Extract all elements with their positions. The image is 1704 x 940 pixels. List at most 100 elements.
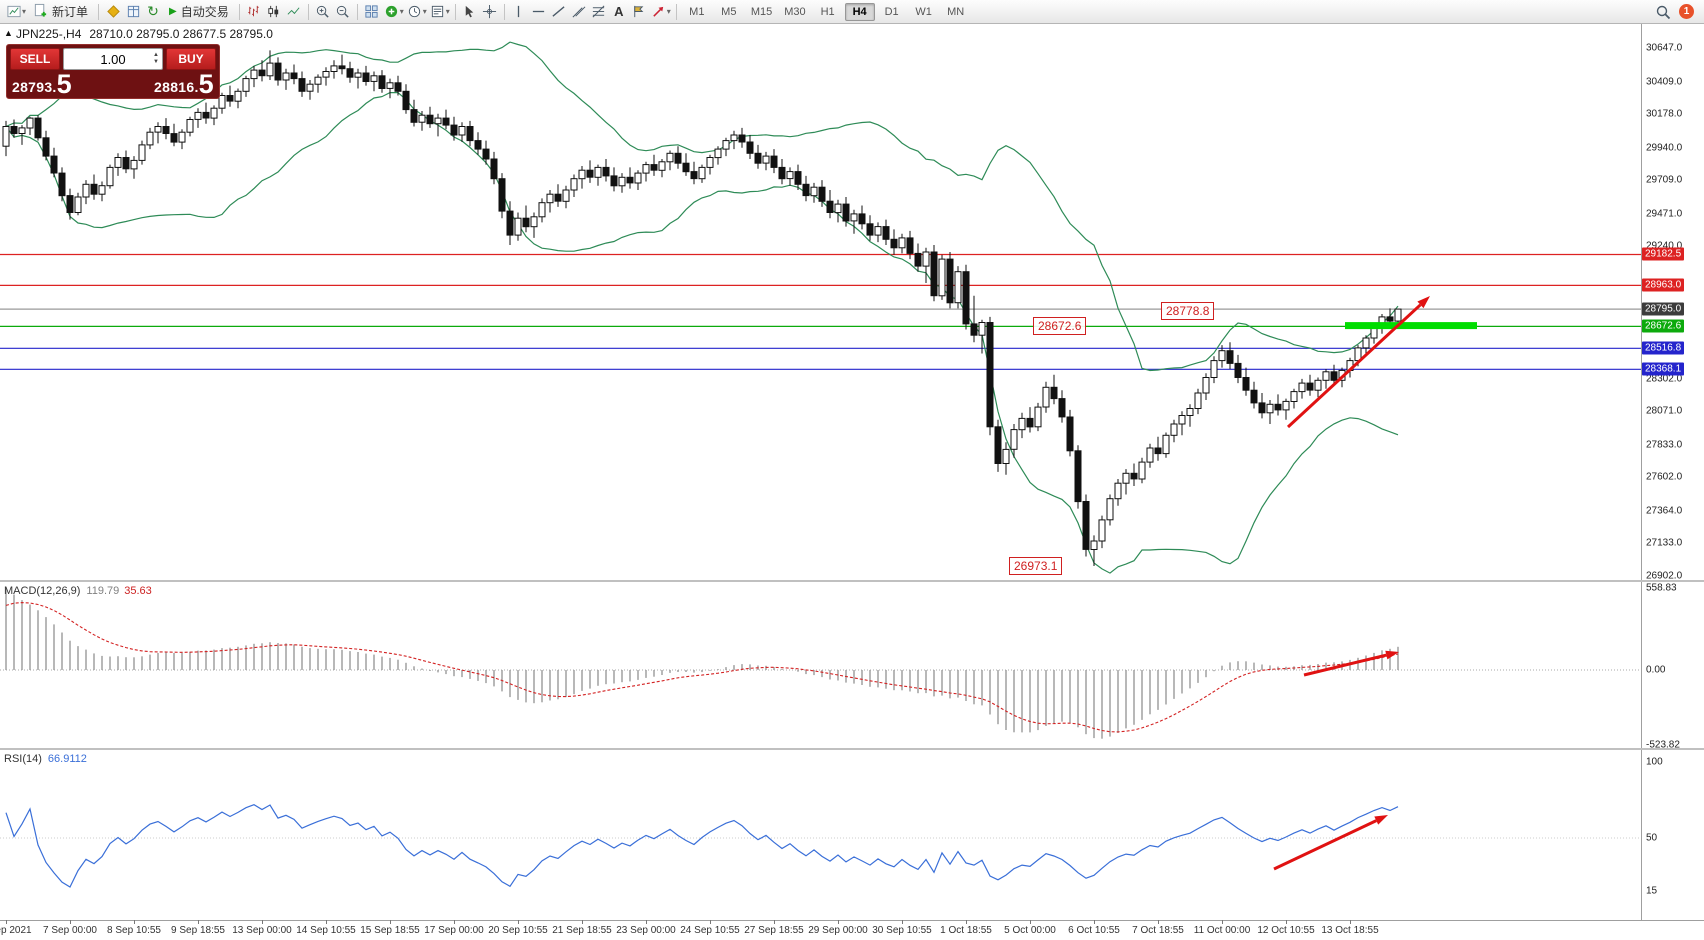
price-annotation-label[interactable]: 28672.6 — [1033, 317, 1087, 336]
timeframe-m5-button[interactable]: M5 — [721, 6, 737, 18]
crosshair-icon[interactable] — [480, 2, 500, 22]
volume-up-icon[interactable]: ▲ — [153, 52, 159, 58]
timeframe-h4-button[interactable]: H4 — [844, 3, 875, 21]
timeframe-h1-button[interactable]: H1 — [820, 6, 835, 18]
timeframe-m15-button[interactable]: M15 — [750, 6, 773, 18]
toolbar-separator — [454, 3, 456, 20]
templates-icon[interactable] — [428, 2, 448, 22]
trendline-tool-icon[interactable] — [549, 2, 569, 22]
price-axis-label: 28071.0 — [1646, 405, 1683, 417]
refresh-icon[interactable]: ↻ — [147, 3, 159, 19]
price-axis-label: 26902.0 — [1646, 570, 1683, 582]
timeframe-mn-button[interactable]: MN — [947, 6, 965, 18]
time-axis-label: 23 Sep 00:00 — [616, 925, 676, 936]
horizontal-line-tool-icon[interactable] — [529, 2, 549, 22]
time-axis-label: 9 Sep 18:55 — [171, 925, 225, 936]
price-axis-marker: 28516.8 — [1642, 341, 1685, 355]
text-tool-icon[interactable]: A — [614, 4, 624, 19]
buy-button[interactable]: BUY — [166, 48, 216, 70]
periods-caret-icon[interactable]: ▾ — [422, 7, 427, 16]
price-axis-label: 27364.0 — [1646, 505, 1683, 517]
timeframe-d1-button[interactable]: D1 — [884, 6, 899, 18]
time-axis-label: 7 Sep 00:00 — [43, 925, 97, 936]
one-click-panel-toggle[interactable]: ▲ — [4, 28, 13, 38]
equidistant-channel-tool-icon[interactable] — [569, 2, 589, 22]
arrows-tool-icon[interactable] — [649, 2, 669, 22]
support-highlight-bar — [1345, 322, 1477, 330]
market-watch-icon[interactable] — [123, 2, 143, 22]
time-axis-label: 21 Sep 18:55 — [552, 925, 612, 936]
candlestick-chart-type-icon[interactable] — [264, 2, 284, 22]
zoom-in-icon[interactable] — [313, 2, 333, 22]
cursor-icon[interactable] — [460, 2, 480, 22]
rsi-axis-label: 100 — [1646, 756, 1663, 768]
time-axis-label: 12 Oct 10:55 — [1257, 925, 1315, 936]
macd-plot-layer — [5, 587, 1399, 739]
time-axis-label: 24 Sep 10:55 — [680, 925, 740, 936]
text-label-tool-icon[interactable] — [629, 2, 649, 22]
macd-name: MACD(12,26,9) — [4, 585, 81, 597]
line-chart-type-icon[interactable] — [284, 2, 304, 22]
arrows-caret-icon[interactable]: ▾ — [666, 7, 671, 16]
price-axis-label: 29240.0 — [1646, 240, 1683, 252]
vertical-line-tool-icon[interactable] — [509, 2, 529, 22]
bar-chart-type-icon[interactable] — [244, 2, 264, 22]
new-order-button[interactable]: 新订单 — [27, 2, 94, 22]
panel-separator[interactable] — [0, 748, 1704, 750]
rsi-axis-label: 50 — [1646, 832, 1658, 844]
timeframe-w1-button[interactable]: W1 — [915, 6, 932, 18]
time-axis-label: 14 Sep 10:55 — [296, 925, 356, 936]
favorites-icon[interactable] — [103, 2, 123, 22]
search-icon[interactable] — [1653, 2, 1673, 22]
time-axis-label: 8 Sep 10:55 — [107, 925, 161, 936]
time-axis-tick — [1350, 920, 1351, 924]
time-axis-tick — [582, 920, 583, 924]
price-axis-label: 29940.0 — [1646, 142, 1683, 154]
bid-ask-prices: 28793. 5 28816. 5 — [10, 70, 216, 98]
auto-trading-button[interactable]: ▶ 自动交易 — [163, 2, 235, 22]
time-axis-label: 1 Oct 18:55 — [940, 925, 992, 936]
time-axis-tick — [454, 920, 455, 924]
notification-badge[interactable]: 1 — [1679, 4, 1694, 19]
time-axis-label: 3 Sep 2021 — [0, 925, 32, 936]
time-axis[interactable]: 3 Sep 2021 7 Sep 00:00 8 Sep 10:55 9 Sep 18… — [0, 920, 1704, 940]
time-axis-label: 17 Sep 00:00 — [424, 925, 484, 936]
templates-caret-icon[interactable]: ▾ — [445, 7, 450, 16]
toolbar-separator — [307, 3, 309, 20]
price-axis[interactable]: 30647.0 30409.0 30178.0 29940.0 29709.0 29471… — [1641, 24, 1704, 920]
time-axis-tick — [966, 920, 967, 924]
price-axis-label: 27833.0 — [1646, 439, 1683, 451]
new-chart-icon[interactable] — [4, 2, 24, 22]
tile-windows-icon[interactable] — [362, 2, 382, 22]
zoom-out-icon[interactable] — [333, 2, 353, 22]
macd-axis-label: -523.82 — [1646, 739, 1680, 751]
timeframe-m1-button[interactable]: M1 — [689, 6, 705, 18]
volume-down-icon[interactable]: ▼ — [153, 59, 159, 65]
time-axis-label: 15 Sep 18:55 — [360, 925, 420, 936]
add-indicator-icon[interactable] — [382, 2, 402, 22]
price-axis-marker: 29182.5 — [1642, 247, 1685, 261]
new-chart-caret-icon[interactable]: ▾ — [22, 7, 27, 16]
rsi-axis-label: 15 — [1646, 885, 1658, 897]
price-annotation-label[interactable]: 28778.8 — [1161, 302, 1215, 321]
price-axis-label: 30178.0 — [1646, 108, 1683, 120]
price-annotation-label[interactable]: 26973.1 — [1009, 557, 1063, 575]
sell-button[interactable]: SELL — [10, 48, 60, 70]
fibonacci-tool-icon[interactable] — [589, 2, 609, 22]
periods-icon[interactable] — [405, 2, 425, 22]
time-axis-tick — [902, 920, 903, 924]
volume-input[interactable] — [64, 50, 162, 68]
panel-separator[interactable] — [0, 580, 1704, 582]
indicator-caret-icon[interactable]: ▾ — [399, 7, 404, 16]
time-axis-tick — [390, 920, 391, 924]
rsi-label: RSI(14) 66.9112 — [4, 753, 87, 765]
time-axis-tick — [134, 920, 135, 924]
time-axis-tick — [262, 920, 263, 924]
time-axis-label: 30 Sep 10:55 — [872, 925, 932, 936]
toolbar-separator — [98, 3, 100, 20]
timeframe-m30-button[interactable]: M30 — [784, 6, 806, 18]
time-axis-tick — [1286, 920, 1287, 924]
time-axis-label: 7 Oct 18:55 — [1132, 925, 1184, 936]
